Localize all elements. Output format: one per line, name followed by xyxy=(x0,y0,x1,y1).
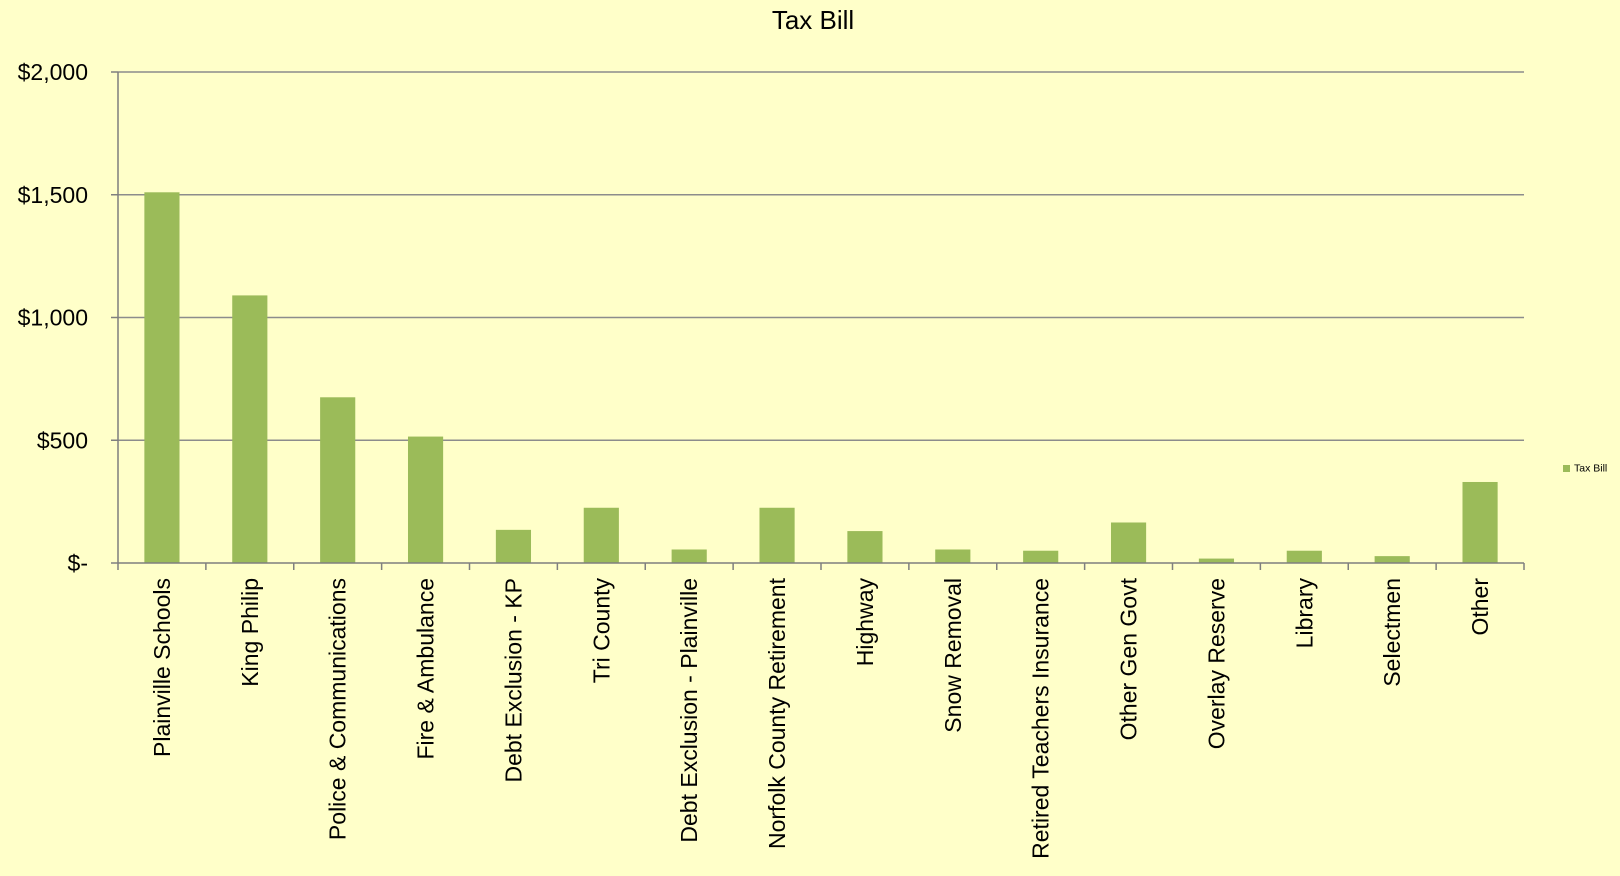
x-tick-label: Library xyxy=(1291,578,1317,649)
x-tick-label: Highway xyxy=(852,578,878,667)
bar xyxy=(1462,481,1498,563)
x-tick-label: Overlay Reserve xyxy=(1203,578,1229,749)
y-axis-tick-labels: $- $500 $1,000 $1,500 $2,000 xyxy=(18,59,118,576)
bar xyxy=(847,531,883,563)
y-tick-label: $2,000 xyxy=(18,59,88,85)
bar xyxy=(495,529,532,563)
y-tick-label: $1,000 xyxy=(18,305,88,331)
x-tick-label: Other xyxy=(1467,578,1493,636)
y-tick-label: $- xyxy=(68,550,88,576)
legend-label: Tax Bill xyxy=(1574,463,1607,475)
x-tick-label: Norfolk County Retirement xyxy=(764,577,790,849)
bar xyxy=(1198,558,1235,563)
x-tick-label: Other Gen Govt xyxy=(1116,577,1142,740)
bars xyxy=(144,192,1498,564)
bar xyxy=(1110,522,1147,563)
bar xyxy=(1023,550,1059,563)
x-tick-label: Selectmen xyxy=(1379,578,1405,687)
x-tick-label: King Philip xyxy=(237,578,263,687)
x-axis-tick-labels: Plainville Schools King Philip Police & Co… xyxy=(117,563,1525,859)
x-tick-label: Debt Exclusion - Plainville xyxy=(676,578,702,843)
bar xyxy=(407,436,444,563)
bar xyxy=(583,507,619,563)
gridlines xyxy=(118,71,1524,441)
x-tick-label: Police & Communications xyxy=(325,578,351,840)
bar xyxy=(144,192,180,564)
x-tick-label: Plainville Schools xyxy=(149,578,175,757)
bar xyxy=(935,549,971,563)
bar xyxy=(759,507,795,563)
x-tick-label: Fire & Ambulance xyxy=(413,578,439,760)
bar xyxy=(1286,550,1322,563)
y-tick-label: $1,500 xyxy=(18,182,88,208)
chart-title: Tax Bill xyxy=(772,5,854,35)
y-tick-label: $500 xyxy=(37,427,88,453)
legend: Tax Bill xyxy=(1563,463,1607,475)
bar xyxy=(232,295,268,563)
x-tick-label: Debt Exclusion - KP xyxy=(500,578,526,783)
bar xyxy=(671,549,707,563)
x-tick-label: Tri County xyxy=(588,578,614,684)
bar xyxy=(320,397,356,563)
x-tick-label: Snow Removal xyxy=(940,578,966,733)
x-tick-label: Retired Teachers Insurance xyxy=(1028,578,1054,859)
legend-swatch xyxy=(1563,465,1570,472)
bar xyxy=(1374,556,1410,563)
